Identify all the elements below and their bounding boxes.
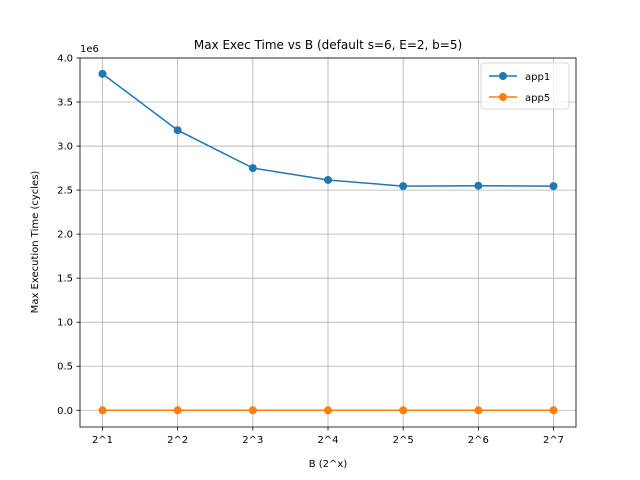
- data-point-app5: [474, 406, 483, 415]
- data-point-app5: [324, 406, 332, 415]
- y-tick-label: 3.0: [57, 142, 73, 153]
- series-layer: [98, 69, 558, 415]
- y-tick-label: 2.0: [57, 230, 73, 241]
- legend-marker-app5: [499, 93, 507, 101]
- legend-label-app5: app5: [525, 93, 550, 104]
- y-axis-label: Max Execution Time (cycles): [30, 171, 41, 314]
- y-tick-label: 1.0: [57, 318, 73, 329]
- x-axis-label: B (2^x): [309, 459, 348, 470]
- data-point-app5: [399, 406, 408, 415]
- y-tick-label: 1.5: [57, 274, 73, 285]
- x-tick-label: 2^4: [317, 435, 338, 446]
- data-point-app1: [173, 126, 182, 135]
- x-tick-label: 2^5: [393, 435, 414, 446]
- x-tick-label: 2^2: [167, 435, 188, 446]
- y-tick-label: 3.5: [57, 98, 73, 109]
- data-point-app1: [324, 175, 332, 184]
- data-point-app1: [474, 181, 483, 190]
- data-point-app5: [98, 406, 107, 415]
- data-point-app1: [98, 69, 107, 78]
- x-tick-label: 2^3: [242, 435, 263, 446]
- data-point-app5: [173, 406, 182, 415]
- x-tick-label: 2^1: [92, 435, 113, 446]
- x-tick-label: 2^7: [543, 435, 564, 446]
- axes: 2^1 2^2 2^3 2^4 2^5 2^6 2^7 0.0 0.5 1.0 1.5 2.0 2.5 3…: [57, 54, 564, 447]
- x-tick-label: 2^6: [468, 435, 489, 446]
- data-point-app1: [248, 164, 257, 173]
- legend-marker-app1: [499, 72, 507, 80]
- data-point-app5: [248, 406, 257, 415]
- y-tick-label: 2.5: [57, 186, 73, 197]
- y-axis-offset-text: 1e6: [80, 44, 99, 55]
- legend-label-app1: app1: [525, 72, 550, 83]
- chart-title: Max Exec Time vs B (default s=6, E=2, b=…: [194, 38, 462, 52]
- data-point-app1: [549, 182, 558, 191]
- y-tick-label: 0.0: [57, 406, 73, 417]
- data-point-app5: [549, 406, 558, 415]
- y-tick-label: 0.5: [57, 362, 73, 373]
- legend: app1 app5: [480, 62, 570, 110]
- data-point-app1: [399, 182, 408, 191]
- y-tick-label: 4.0: [57, 54, 73, 65]
